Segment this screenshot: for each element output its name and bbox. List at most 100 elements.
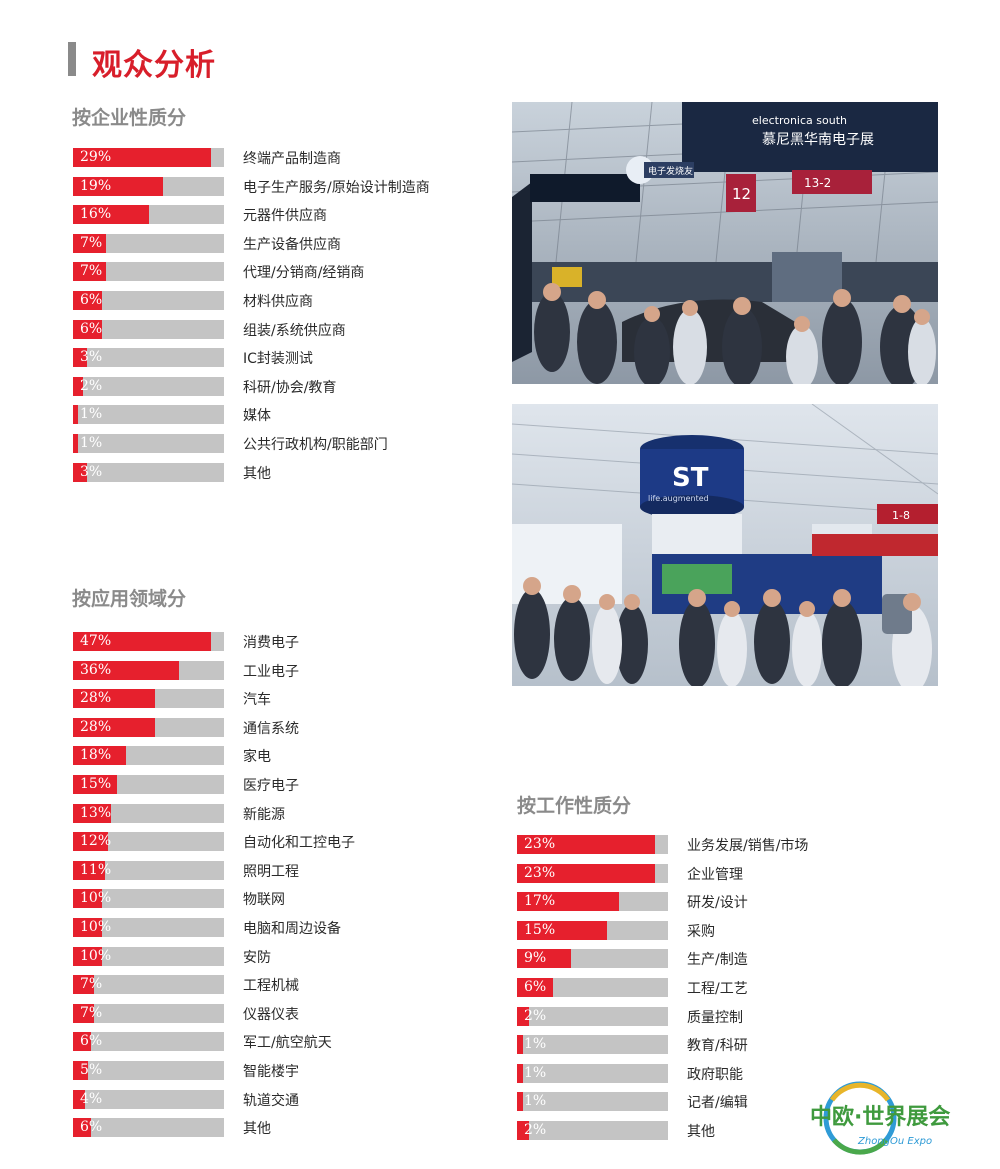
category-label: 生产设备供应商 xyxy=(243,236,341,253)
category-label: 物联网 xyxy=(243,892,285,909)
title-accent-bar xyxy=(68,42,76,76)
bar xyxy=(517,1092,523,1112)
bar-track: 10% xyxy=(73,889,224,909)
category-label: 教育/科研 xyxy=(687,1038,748,1055)
bar xyxy=(517,978,553,997)
bar-row: 28% 汽车 xyxy=(73,689,593,709)
bar-row: 18% 家电 xyxy=(73,746,593,766)
bar-track: 16% xyxy=(73,205,224,225)
bar xyxy=(73,319,102,339)
category-label: 政府职能 xyxy=(687,1066,743,1083)
category-label: 医疗电子 xyxy=(243,778,299,794)
bar-track: 7% xyxy=(73,1003,224,1023)
bar-row: 2% 科研/协会/教育 xyxy=(73,376,593,397)
hall-number: 12 xyxy=(732,185,751,203)
category-label: 轨道交通 xyxy=(243,1092,299,1109)
bar-value-label: 1% xyxy=(524,1036,547,1053)
category-label: 科研/协会/教育 xyxy=(243,379,337,396)
bar xyxy=(73,205,150,225)
category-label: 工业电子 xyxy=(243,663,299,680)
bar-row: 1% 公共行政机构/职能部门 xyxy=(73,434,593,454)
bar-row: 7% 仪器仪表 xyxy=(73,1003,593,1024)
bar-track: 28% xyxy=(73,689,224,709)
bar-track: 9% xyxy=(517,949,668,969)
section-title-application: 按应用领域分 xyxy=(72,588,187,610)
bar-value-label: 6% xyxy=(80,292,103,308)
bar xyxy=(517,920,607,940)
bar-track: 6% xyxy=(73,1118,224,1138)
bar xyxy=(73,376,83,396)
bar-track: 2% xyxy=(73,376,224,396)
bar-value-label: 36% xyxy=(80,661,112,678)
bar xyxy=(73,1118,91,1138)
bar xyxy=(517,835,655,854)
category-label: 媒体 xyxy=(243,408,271,425)
bar-track: 10% xyxy=(73,946,224,966)
bar-row: 7% 代理/分销商/经销商 xyxy=(73,262,593,282)
bar-row: 1% 教育/科研 xyxy=(517,1035,1000,1055)
bar-row: 1% 记者/编辑 xyxy=(517,1092,1000,1112)
bar-track: 12% xyxy=(73,832,224,852)
category-label: 电脑和周边设备 xyxy=(243,921,341,937)
bar-track: 15% xyxy=(73,775,224,794)
bar-row: 10% 物联网 xyxy=(73,889,593,909)
bar xyxy=(73,889,103,909)
bar-value-label: 6% xyxy=(80,1033,103,1050)
bar-row: 17% 研发/设计 xyxy=(517,892,1000,912)
bar-row: 6% 其他 xyxy=(73,1118,593,1138)
bar-value-label: 7% xyxy=(80,976,103,993)
bar-row: 11% 照明工程 xyxy=(73,860,593,881)
category-label: 业务发展/销售/市场 xyxy=(687,838,809,854)
category-label: 汽车 xyxy=(243,692,271,709)
bar-track: 28% xyxy=(73,717,224,737)
bar xyxy=(517,1035,523,1055)
category-label: 军工/航空航天 xyxy=(243,1035,332,1052)
bar xyxy=(73,832,109,852)
bar xyxy=(73,918,103,937)
bar-row: 1% 媒体 xyxy=(73,405,593,425)
bar-value-label: 23% xyxy=(524,836,556,852)
category-label: 其他 xyxy=(243,1121,271,1138)
bar xyxy=(73,262,107,282)
category-label: 照明工程 xyxy=(243,863,299,880)
bar-value-label: 6% xyxy=(524,979,547,995)
bar-value-label: 15% xyxy=(524,921,556,938)
bar-value-label: 23% xyxy=(524,864,556,881)
bar xyxy=(73,233,107,253)
bar-track: 6% xyxy=(73,291,224,310)
bar xyxy=(73,632,211,651)
bar-track: 3% xyxy=(73,348,224,368)
bar-track: 13% xyxy=(73,803,224,823)
bar-row: 28% 通信系统 xyxy=(73,717,593,738)
category-label: 消费电子 xyxy=(243,635,299,651)
category-label: 采购 xyxy=(687,923,715,940)
bar-row: 9% 生产/制造 xyxy=(517,949,1000,969)
bar-track: 17% xyxy=(517,892,668,912)
bar-value-label: 11% xyxy=(80,861,112,878)
bar-value-label: 2% xyxy=(80,377,103,394)
bar-row: 6% 工程/工艺 xyxy=(517,978,1000,998)
bar-row: 19% 电子生产服务/原始设计制造商 xyxy=(73,176,593,197)
category-label: 研发/设计 xyxy=(687,895,748,912)
category-label: 安防 xyxy=(243,949,271,966)
bar-track: 1% xyxy=(73,434,224,453)
bar-track: 7% xyxy=(73,975,224,995)
bar xyxy=(517,863,655,883)
bar-value-label: 1% xyxy=(80,406,103,423)
bar-value-label: 2% xyxy=(524,1007,547,1024)
category-label: IC封装测试 xyxy=(243,351,313,368)
bar-value-label: 7% xyxy=(80,1004,103,1021)
category-label: 公共行政机构/职能部门 xyxy=(243,437,388,453)
bar-track: 7% xyxy=(73,262,224,282)
bar-row: 2% 质量控制 xyxy=(517,1006,1000,1027)
section-title-enterprise: 按企业性质分 xyxy=(72,107,187,129)
bar xyxy=(73,148,211,167)
logo-cn-text: 中欧·世界展会 xyxy=(810,1104,950,1130)
bar-track: 23% xyxy=(517,863,668,883)
bar-track: 6% xyxy=(73,319,224,339)
bar-value-label: 19% xyxy=(80,177,112,194)
bar xyxy=(73,462,88,482)
bar-value-label: 29% xyxy=(80,149,112,165)
bar-value-label: 28% xyxy=(80,690,112,707)
bar-value-label: 7% xyxy=(80,263,103,280)
